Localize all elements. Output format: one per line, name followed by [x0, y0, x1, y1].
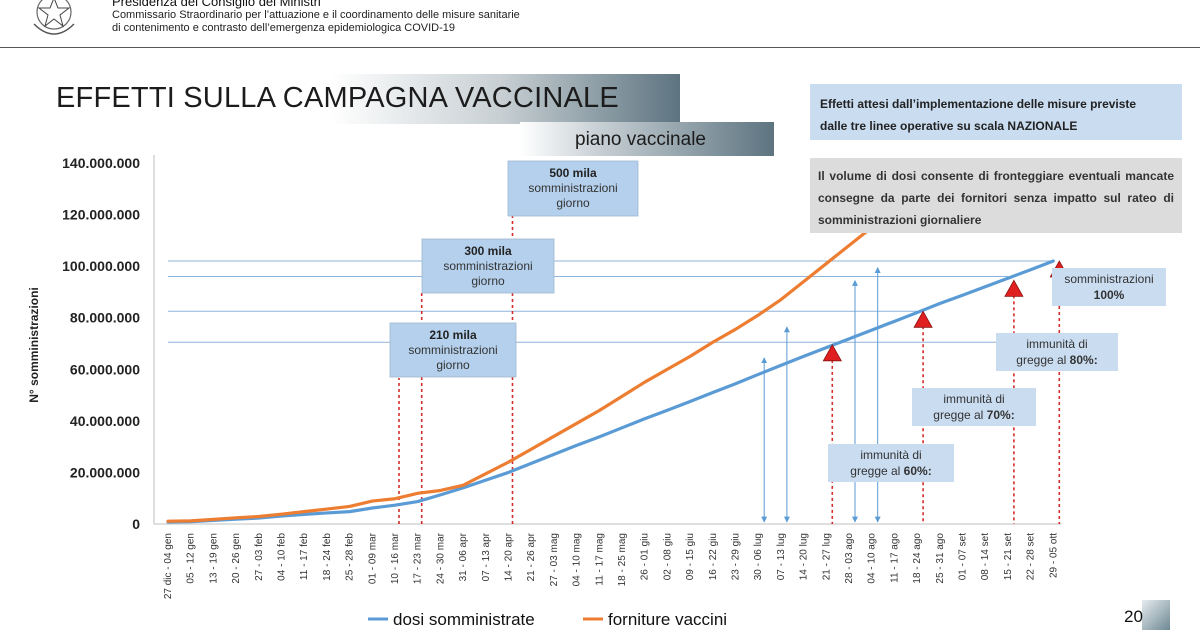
rate-callout-value: 210 mila: [429, 328, 477, 342]
target-callout-percent: 100%: [1094, 288, 1125, 302]
rate-callout-text: giorno: [471, 274, 505, 288]
x-tick-label: 01 - 09 mar: [367, 532, 378, 584]
x-tick-label: 22 - 28 set: [1026, 533, 1037, 580]
target-marker: [822, 343, 842, 362]
x-tick-label: 28 - 03 ago: [844, 533, 855, 584]
corner-decoration: [1142, 600, 1170, 630]
x-tick-label: 30 - 06 lug: [753, 533, 764, 580]
info-box: Effetti attesi dall’implementazione dell…: [810, 84, 1182, 140]
page-number: 20: [1124, 607, 1143, 626]
header-divider: [0, 47, 1200, 48]
rate-callout-value: 300 mila: [464, 244, 512, 258]
x-tick-label: 20 - 26 gen: [231, 533, 242, 584]
header-subtitle-2: di contenimento e contrasto dell’emergen…: [112, 22, 456, 34]
header-subtitle-1: Commissario Straordinario per l’attuazio…: [112, 9, 520, 21]
x-tick-label: 23 - 29 giu: [731, 533, 742, 580]
rate-callout-text: giorno: [556, 196, 590, 210]
x-tick-label: 29 - 05 ott: [1048, 533, 1059, 578]
x-tick-label: 14 - 20 lug: [799, 533, 810, 580]
rate-callout-text: giorno: [436, 358, 470, 372]
y-axis-label: N° somministrazioni: [27, 287, 41, 402]
x-tick-label: 04 - 10 feb: [277, 533, 288, 581]
page-title: EFFETTI SULLA CAMPAGNA VACCINALE: [56, 82, 619, 114]
info-box-line-2: dalle tre linee operative su scala NAZIO…: [820, 119, 1078, 133]
x-tick-label: 07 - 13 apr: [481, 532, 492, 581]
x-tick-label: 31 - 06 apr: [458, 532, 469, 581]
x-tick-label: 16 - 22 giu: [708, 533, 719, 580]
x-tick-label: 27 dic - 04 gen: [163, 533, 174, 599]
x-tick-label: 25 - 28 feb: [345, 533, 356, 581]
x-tick-label: 18 - 24 feb: [322, 533, 333, 581]
y-tick-label: 0: [132, 516, 140, 532]
x-tick-label: 14 - 20 apr: [504, 532, 515, 581]
x-tick-label: 13 - 19 gen: [208, 533, 219, 584]
title-band: [44, 74, 680, 124]
x-tick-label: 11 - 17 feb: [299, 533, 310, 581]
rate-callout-value: 500 mila: [549, 166, 597, 180]
x-tick-label: 17 - 23 mar: [413, 532, 424, 584]
target-marker: [913, 310, 933, 328]
y-tick-label: 60.000.000: [70, 361, 140, 377]
rate-callout-text: somministrazioni: [443, 259, 532, 273]
x-tick-label: 15 - 21 set: [1003, 533, 1014, 580]
y-tick-label: 40.000.000: [70, 413, 140, 429]
target-callout-text: immunità di: [1026, 337, 1087, 351]
target-callout-box: [1052, 268, 1166, 306]
series-line-forniture: [166, 207, 897, 523]
x-tick-label: 21 - 27 lug: [821, 533, 832, 580]
header-institution: Presidenza del Consiglio dei Ministri: [112, 0, 321, 9]
x-tick-label: 02 - 08 giu: [662, 533, 673, 580]
target-callout-text: immunità di: [860, 448, 921, 462]
y-tick-label: 20.000.000: [70, 464, 140, 480]
rate-callout-box: [421, 238, 555, 294]
page-subtitle: piano vaccinale: [575, 129, 706, 150]
legend-label: dosi somministrate: [393, 610, 535, 629]
note-box-text: Il volume di dosi consente di fronteggia…: [818, 169, 1174, 227]
target-callout-box: [828, 444, 954, 482]
x-tick-label: 27 - 03 feb: [254, 533, 265, 581]
emblem-icon: [33, 0, 75, 35]
y-tick-label: 100.000.000: [62, 258, 140, 274]
rate-callout-box: [507, 160, 639, 217]
target-callout-percent: gregge al 70%:: [933, 408, 1014, 422]
x-tick-label: 27 - 03 mag: [549, 533, 560, 586]
x-tick-label: 25 - 31 ago: [935, 533, 946, 584]
target-callout-percent: gregge al 80%:: [1016, 353, 1097, 367]
x-tick-label: 04 - 10 ago: [867, 533, 878, 584]
target-callout-box: [912, 388, 1036, 426]
x-tick-label: 08 - 14 set: [980, 533, 991, 580]
x-tick-label: 10 - 16 mar: [390, 532, 401, 584]
info-box-line-1: Effetti attesi dall’implementazione dell…: [820, 97, 1137, 111]
x-tick-label: 24 - 30 mar: [435, 532, 446, 584]
y-tick-label: 80.000.000: [70, 310, 140, 326]
rate-callout-text: somministrazioni: [528, 181, 617, 195]
target-callout-text: immunità di: [943, 392, 1004, 406]
series-line-dosi: [166, 259, 1055, 524]
x-tick-label: 04 - 10 mag: [572, 533, 583, 586]
x-tick-label: 09 - 15 giu: [685, 533, 696, 580]
target-callout-text: somministrazioni: [1064, 272, 1153, 286]
note-box: Il volume di dosi consente di fronteggia…: [810, 158, 1182, 233]
y-tick-label: 140.000.000: [62, 155, 140, 171]
x-tick-label: 18 - 25 mag: [617, 533, 628, 586]
y-tick-label: 120.000.000: [62, 207, 140, 223]
x-tick-label: 21 - 26 apr: [526, 532, 537, 581]
legend-label: forniture vaccini: [608, 610, 727, 629]
target-callout-box: [996, 333, 1118, 371]
x-tick-label: 11 - 17 ago: [889, 533, 900, 583]
x-tick-label: 26 - 01 giu: [640, 533, 651, 580]
target-marker: [1004, 279, 1024, 297]
rate-callout-text: somministrazioni: [408, 343, 497, 357]
target-callout-percent: gregge al 60%:: [850, 464, 931, 478]
rate-callout-box: [389, 322, 517, 378]
subtitle-band: [520, 122, 774, 156]
x-tick-label: 05 - 12 gen: [186, 533, 197, 584]
x-tick-label: 18 - 24 ago: [912, 533, 923, 584]
x-tick-label: 01 - 07 set: [958, 533, 969, 580]
x-tick-label: 11 - 17 mag: [594, 533, 605, 586]
x-tick-label: 07 - 13 lug: [776, 533, 787, 580]
